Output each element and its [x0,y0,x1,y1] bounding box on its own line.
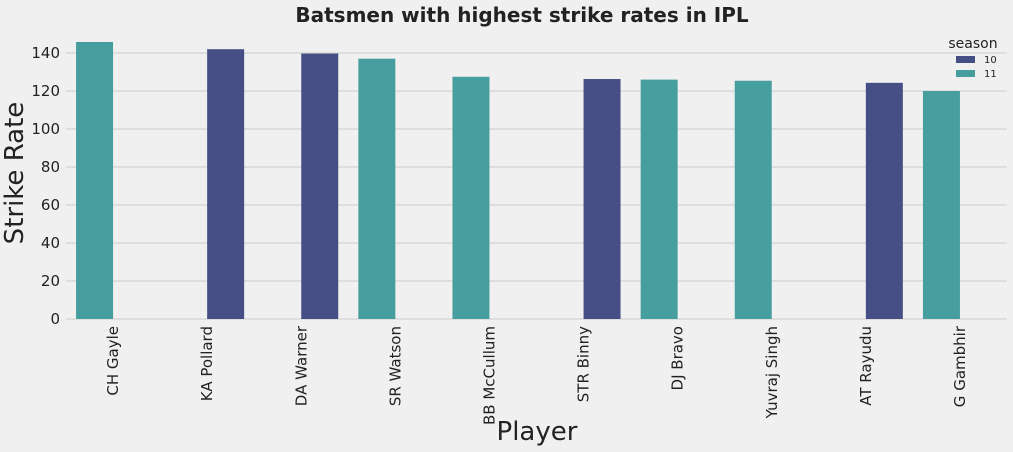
x-axis-label: Player [497,417,578,447]
bar [865,82,903,319]
y-axis-label: Strike Rate [0,102,30,245]
bar [734,80,772,320]
x-tick-label: STR Binny [575,326,593,402]
bar [922,91,960,319]
y-tick-label: 40 [41,234,60,252]
y-tick-label: 140 [31,44,60,62]
chart-title: Batsmen with highest strike rates in IPL [295,3,749,27]
legend-title: season [948,36,997,52]
bar [358,58,396,319]
y-tick-label: 80 [41,158,60,176]
legend-swatch [956,70,975,77]
y-tick-label: 0 [50,310,60,328]
y-tick-label: 120 [31,82,60,100]
x-tick-label: BB McCullum [480,326,498,425]
x-tick-label: SR Watson [386,326,404,406]
bar [583,79,621,319]
legend-label: 10 [984,55,997,66]
legend: season 10 11 [948,36,997,80]
x-tick-label: KA Pollard [198,326,216,401]
bar [301,53,339,319]
x-tick-label: AT Rayudu [857,326,875,406]
x-tick-label: Yuvraj Singh [763,326,781,419]
y-tick-label: 60 [41,196,60,214]
x-tick-label: DJ Bravo [669,326,687,390]
x-tick-label: G Gambhir [951,325,969,407]
bar [76,41,114,319]
y-tick-label: 20 [41,272,60,290]
y-tick-labels: 0 20 40 60 80 100 120 140 [31,44,60,328]
bar [452,76,490,319]
x-tick-label: CH Gayle [104,326,122,396]
x-tick-labels: CH Gayle KA Pollard DA Warner SR Watson BB M… [104,325,969,425]
bar [640,79,678,319]
y-tick-label: 100 [31,120,60,138]
legend-swatch [956,56,975,63]
bar [207,49,245,319]
legend-label: 11 [984,69,997,80]
x-tick-label: DA Warner [292,325,310,406]
bars [76,41,960,320]
